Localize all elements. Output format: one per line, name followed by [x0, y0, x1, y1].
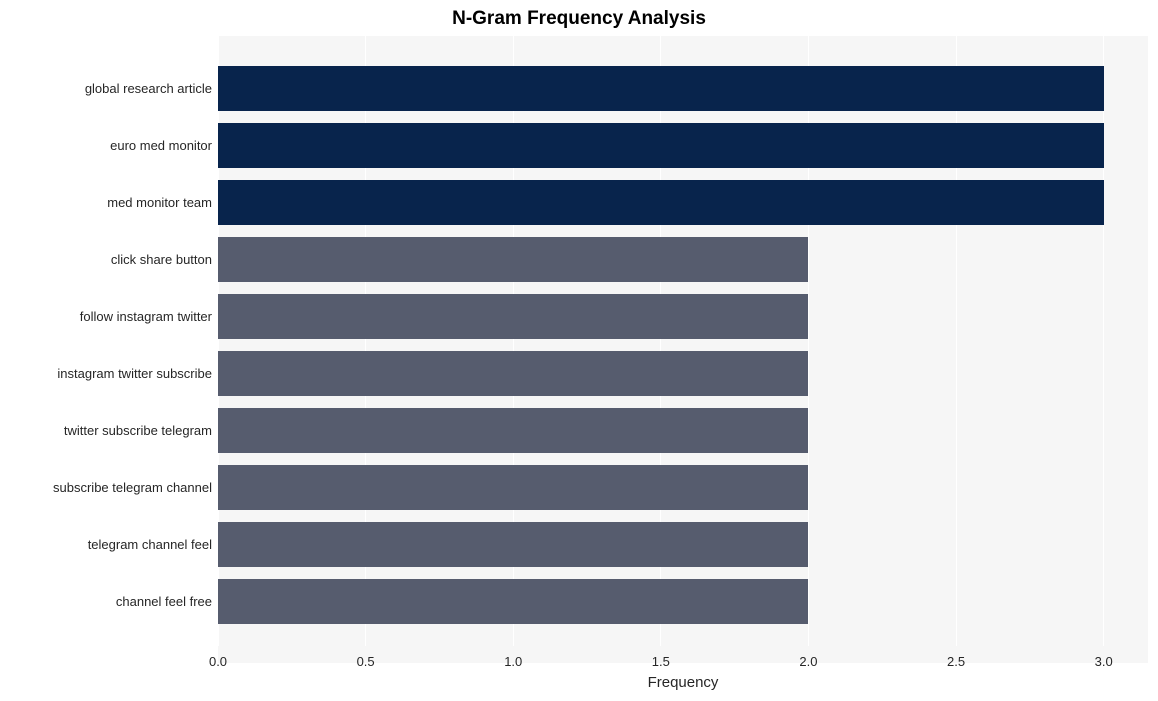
x-tick-label: 0.5	[357, 654, 375, 669]
y-tick-label: global research article	[85, 81, 212, 96]
y-tick-label: med monitor team	[107, 195, 212, 210]
y-tick-label: click share button	[111, 252, 212, 267]
bar	[218, 351, 808, 396]
x-tick-label: 0.0	[209, 654, 227, 669]
x-tick-label: 1.5	[652, 654, 670, 669]
y-tick-label: instagram twitter subscribe	[57, 366, 212, 381]
y-tick-label: twitter subscribe telegram	[64, 423, 212, 438]
y-tick-label: channel feel free	[116, 594, 212, 609]
bar	[218, 579, 808, 624]
bar	[218, 408, 808, 453]
ngram-chart: N-Gram Frequency Analysis Frequency glob…	[0, 0, 1158, 701]
x-tick-label: 3.0	[1095, 654, 1113, 669]
y-tick-label: subscribe telegram channel	[53, 480, 212, 495]
bar	[218, 294, 808, 339]
bar	[218, 180, 1104, 225]
bar	[218, 522, 808, 567]
x-tick-label: 2.5	[947, 654, 965, 669]
plot-area	[218, 36, 1148, 646]
x-axis-label: Frequency	[218, 674, 1148, 691]
chart-title: N-Gram Frequency Analysis	[0, 8, 1158, 30]
bar	[218, 123, 1104, 168]
x-tick-label: 1.0	[504, 654, 522, 669]
bar	[218, 237, 808, 282]
y-tick-label: telegram channel feel	[88, 537, 212, 552]
y-tick-label: follow instagram twitter	[80, 309, 212, 324]
bar	[218, 465, 808, 510]
bar	[218, 66, 1104, 111]
x-tick-label: 2.0	[799, 654, 817, 669]
y-tick-label: euro med monitor	[110, 138, 212, 153]
